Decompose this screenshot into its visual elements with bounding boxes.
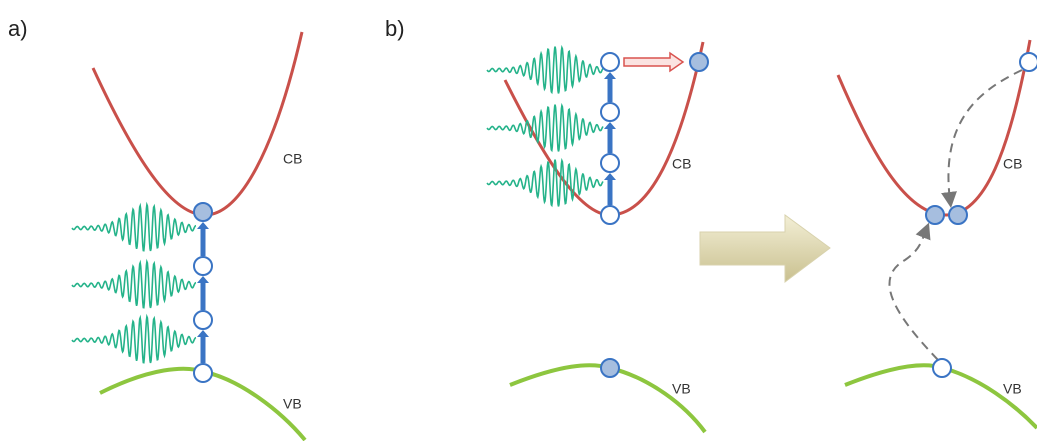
relaxation-path [948, 70, 1022, 200]
state [194, 257, 212, 275]
state [601, 53, 619, 71]
state [1020, 53, 1037, 71]
excitation-arrow [197, 330, 209, 363]
band-label: CB [672, 156, 691, 172]
photon-group [487, 47, 603, 207]
panel-label: b) [385, 16, 405, 41]
state [601, 206, 619, 224]
excitation-arrow [604, 173, 616, 205]
excitation-arrow [604, 122, 616, 153]
photon [72, 262, 196, 308]
scatter-arrow [624, 53, 683, 71]
state [601, 154, 619, 172]
arrow-group [197, 222, 209, 363]
figure: a) CB VB b) CB VB CB VB [0, 0, 1037, 441]
excitation-arrow [197, 222, 209, 256]
band-label: VB [1003, 381, 1022, 397]
photon [72, 205, 196, 251]
state [601, 103, 619, 121]
cb-curve [93, 32, 302, 215]
panel-label: a) [8, 16, 28, 41]
band-label: VB [283, 396, 302, 412]
arrow-group [604, 72, 616, 205]
state [194, 311, 212, 329]
cb-curve [838, 40, 1030, 215]
photon-group [72, 205, 196, 363]
band-label: CB [283, 151, 302, 167]
hole [601, 359, 619, 377]
electron [690, 53, 708, 71]
band-label: VB [672, 381, 691, 397]
excitation-arrow [197, 276, 209, 310]
state [194, 364, 212, 382]
band-label: CB [1003, 156, 1022, 172]
electron [926, 206, 944, 224]
electron [949, 206, 967, 224]
photon [487, 47, 603, 94]
electron [194, 203, 212, 221]
state [933, 359, 951, 377]
photon [72, 317, 196, 363]
photon [487, 160, 603, 207]
excitation-arrow [604, 72, 616, 102]
photon [487, 105, 603, 152]
transition-arrow [700, 215, 830, 282]
relaxation-path [889, 230, 938, 360]
